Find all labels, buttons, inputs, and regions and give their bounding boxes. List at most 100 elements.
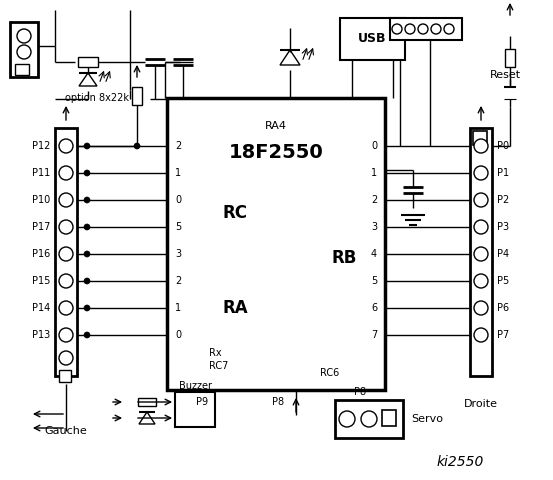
Circle shape [84,170,90,176]
Text: USB: USB [358,33,386,46]
Circle shape [405,24,415,34]
Text: 5: 5 [371,276,377,286]
Text: 2: 2 [175,276,181,286]
Bar [505,49,515,67]
Text: 1: 1 [371,168,377,178]
Circle shape [17,29,31,43]
Text: 1: 1 [175,303,181,313]
Text: P16: P16 [32,249,50,259]
Circle shape [474,193,488,207]
Circle shape [59,193,73,207]
Bar [340,18,405,60]
Circle shape [59,301,73,315]
Text: P10: P10 [32,195,50,205]
Circle shape [474,139,488,153]
Bar [390,18,462,40]
Text: P8: P8 [272,397,284,407]
Circle shape [474,301,488,315]
Bar [59,370,71,382]
Text: 5: 5 [175,222,181,232]
Text: RA4: RA4 [265,121,287,131]
Text: P6: P6 [497,303,509,313]
Text: RA: RA [222,299,248,317]
Text: RB: RB [332,249,357,267]
Bar [470,128,492,376]
Circle shape [84,143,90,149]
Circle shape [59,166,73,180]
Bar [473,131,487,145]
Text: P8: P8 [354,387,366,397]
Text: 2: 2 [175,141,181,151]
Circle shape [59,220,73,234]
Circle shape [84,197,90,203]
Circle shape [361,411,377,427]
Text: 3: 3 [371,222,377,232]
Text: RC: RC [222,204,247,222]
Text: RC7: RC7 [209,361,228,371]
Text: P11: P11 [32,168,50,178]
Text: P17: P17 [32,222,50,232]
Bar [78,57,98,67]
Text: 3: 3 [175,249,181,259]
Circle shape [59,274,73,288]
Circle shape [474,166,488,180]
Circle shape [474,274,488,288]
Circle shape [59,328,73,342]
Text: P0: P0 [497,141,509,151]
Bar [175,392,215,427]
Text: Buzzer: Buzzer [179,381,211,391]
Bar [138,398,156,406]
Text: 18F2550: 18F2550 [228,144,324,163]
Circle shape [84,332,90,338]
Text: P7: P7 [497,330,509,340]
Text: 6: 6 [371,303,377,313]
Text: 1: 1 [175,168,181,178]
Text: 0: 0 [175,195,181,205]
Bar [10,22,38,77]
Text: Gauche: Gauche [45,426,87,436]
Text: Reset: Reset [490,70,521,80]
Text: P14: P14 [32,303,50,313]
Text: option 8x22k: option 8x22k [65,93,129,103]
Bar [55,128,77,376]
Bar [132,87,142,105]
Text: P1: P1 [497,168,509,178]
Text: 7: 7 [371,330,377,340]
Circle shape [84,278,90,284]
Text: P13: P13 [32,330,50,340]
Circle shape [84,224,90,230]
Text: P9: P9 [196,397,208,407]
Text: 0: 0 [371,141,377,151]
Circle shape [84,305,90,311]
Bar [167,98,385,390]
Text: P4: P4 [497,249,509,259]
Text: 0: 0 [175,330,181,340]
Bar [382,410,396,426]
Text: Rx: Rx [209,348,222,358]
Circle shape [59,351,73,365]
Circle shape [17,45,31,59]
Text: P2: P2 [497,195,509,205]
Text: P15: P15 [32,276,50,286]
Text: Servo: Servo [411,414,443,424]
Circle shape [59,139,73,153]
Circle shape [474,220,488,234]
Circle shape [431,24,441,34]
Text: 4: 4 [371,249,377,259]
Circle shape [474,328,488,342]
Circle shape [444,24,454,34]
Circle shape [84,251,90,257]
Circle shape [134,143,140,149]
Circle shape [418,24,428,34]
Text: ki2550: ki2550 [436,455,484,469]
Circle shape [392,24,402,34]
Text: P5: P5 [497,276,509,286]
Text: P12: P12 [32,141,50,151]
Circle shape [59,247,73,261]
Text: 2: 2 [371,195,377,205]
Bar [15,64,29,75]
Text: RC6: RC6 [320,368,340,378]
Circle shape [474,247,488,261]
Text: P3: P3 [497,222,509,232]
Circle shape [339,411,355,427]
